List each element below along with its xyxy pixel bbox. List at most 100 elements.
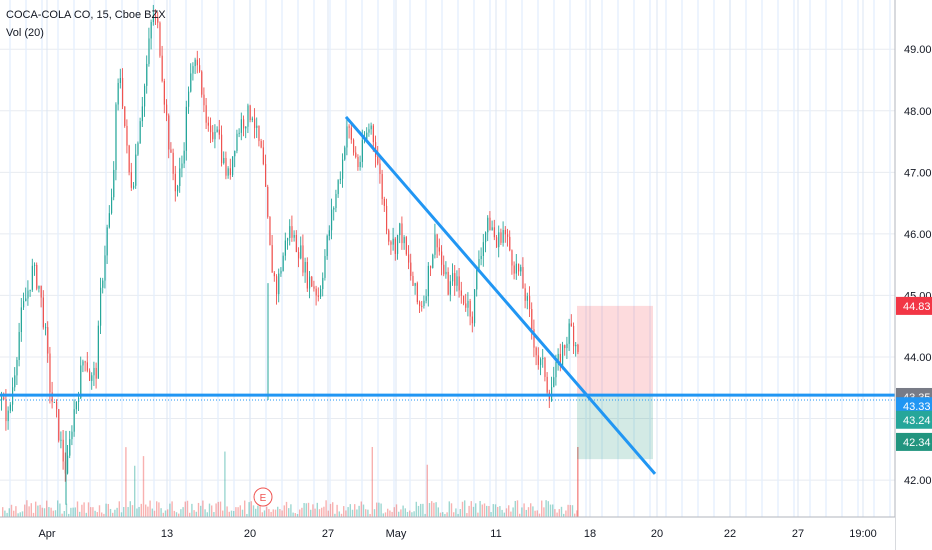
volume-bar bbox=[61, 513, 63, 517]
candle-body bbox=[317, 295, 319, 297]
volume-bar bbox=[455, 508, 457, 517]
volume-bar bbox=[4, 510, 6, 517]
volume-bar bbox=[312, 504, 314, 517]
candle-body bbox=[51, 392, 53, 403]
candle-body bbox=[166, 104, 168, 116]
candle-body bbox=[414, 283, 416, 286]
volume-bar bbox=[147, 506, 149, 517]
volume-bar bbox=[556, 512, 558, 517]
candle-body bbox=[573, 325, 575, 347]
candle-body bbox=[291, 226, 293, 238]
candle-body bbox=[381, 174, 383, 199]
time-axis-background bbox=[0, 517, 895, 550]
candle-body bbox=[102, 280, 104, 288]
trend-line[interactable] bbox=[344, 115, 657, 475]
candle-body bbox=[119, 77, 121, 83]
volume-bar bbox=[107, 503, 109, 517]
volume-bar bbox=[371, 446, 373, 517]
candle-body bbox=[454, 273, 456, 286]
volume-bar bbox=[431, 501, 433, 517]
volume-bar bbox=[420, 503, 422, 517]
candle-body bbox=[234, 150, 236, 157]
symbol-title[interactable]: COCA-COLA CO, 15, Cboe BZX bbox=[6, 9, 166, 21]
volume-bar bbox=[523, 503, 525, 517]
candle-body bbox=[100, 287, 102, 326]
volume-bar bbox=[422, 503, 424, 517]
volume-bar bbox=[239, 505, 241, 517]
candle-body bbox=[133, 185, 135, 188]
candle-body bbox=[515, 263, 517, 274]
volume-bar bbox=[268, 509, 270, 517]
volume-bar bbox=[59, 503, 61, 517]
candle-body bbox=[271, 245, 273, 273]
candle-body bbox=[441, 251, 443, 265]
volume-bar bbox=[120, 512, 123, 517]
volume-bar bbox=[450, 503, 453, 517]
volume-bar bbox=[219, 501, 222, 517]
candle-body bbox=[394, 238, 396, 254]
candle-body bbox=[350, 127, 352, 140]
candle-body bbox=[47, 327, 49, 354]
candle-body bbox=[225, 157, 227, 176]
candle-body bbox=[383, 198, 385, 206]
volume-bar bbox=[413, 511, 415, 517]
candle-body bbox=[9, 404, 11, 411]
candle-body bbox=[168, 115, 170, 150]
volume-bar bbox=[281, 510, 283, 517]
volume-bar bbox=[290, 504, 292, 517]
candle-body bbox=[526, 296, 528, 301]
candle-body bbox=[177, 186, 179, 192]
price-tag-label: 43.33 bbox=[903, 401, 931, 413]
candle-body bbox=[482, 242, 484, 256]
candle-body bbox=[546, 376, 548, 393]
volume-bar bbox=[178, 513, 180, 517]
volume-bar bbox=[186, 500, 189, 517]
time-tick-label: 11 bbox=[490, 528, 501, 540]
volume-bar bbox=[19, 512, 21, 517]
candle-body bbox=[322, 277, 324, 290]
volume-bar bbox=[519, 513, 521, 517]
volume-bar bbox=[481, 504, 483, 517]
volume-bar bbox=[145, 504, 147, 517]
candle-body bbox=[553, 377, 555, 388]
candle-body bbox=[141, 106, 143, 122]
volume-bar bbox=[343, 506, 345, 517]
volume-bar bbox=[279, 508, 281, 517]
candle-body bbox=[379, 163, 381, 175]
volume-bar bbox=[184, 501, 186, 517]
candle-body bbox=[267, 186, 269, 217]
candle-body bbox=[221, 134, 223, 164]
candle-body bbox=[203, 94, 205, 106]
chart-legend: COCA-COLA CO, 15, Cboe BZX Vol (20) bbox=[6, 6, 166, 42]
volume-bar bbox=[270, 511, 272, 517]
volume-bar bbox=[510, 511, 512, 517]
volume-bar bbox=[358, 505, 360, 517]
volume-bar bbox=[105, 503, 107, 517]
volume-bar bbox=[508, 505, 510, 517]
volume-bar bbox=[112, 512, 114, 517]
candle-body bbox=[97, 325, 99, 379]
volume-bar bbox=[479, 500, 481, 517]
volume-bar bbox=[255, 508, 257, 517]
volume-bar bbox=[54, 510, 57, 517]
volume-indicator-label[interactable]: Vol (20) bbox=[6, 27, 44, 39]
candle-body bbox=[337, 180, 339, 195]
candle-body bbox=[438, 247, 440, 252]
candle-body bbox=[273, 272, 275, 277]
candle-body bbox=[95, 367, 97, 379]
earnings-marker-circle[interactable] bbox=[253, 487, 273, 507]
volume-bar bbox=[384, 512, 387, 517]
volume-bar bbox=[490, 512, 492, 517]
candle-body bbox=[513, 265, 515, 274]
volume-bar bbox=[114, 509, 116, 517]
candle-body bbox=[300, 245, 302, 259]
volume-bar bbox=[24, 504, 26, 517]
volume-bar bbox=[415, 501, 417, 517]
price-tag bbox=[896, 397, 932, 416]
volume-bar bbox=[248, 502, 250, 517]
candle-body bbox=[471, 316, 473, 324]
candle-body bbox=[509, 236, 511, 251]
volume-bar bbox=[250, 501, 252, 517]
volume-bar bbox=[329, 503, 332, 517]
